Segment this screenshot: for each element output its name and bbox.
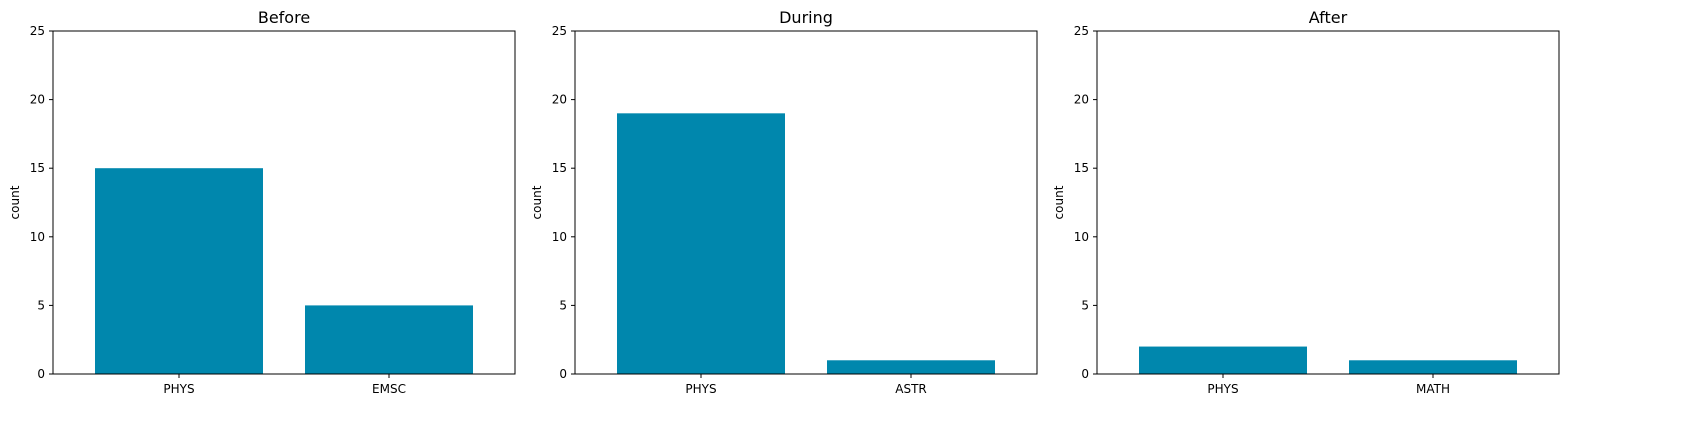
- axes-frame: [1096, 30, 1560, 375]
- chart-title: During: [779, 8, 833, 27]
- y-tick-label: 0: [1081, 367, 1089, 381]
- chart-title: After: [1309, 8, 1348, 27]
- bar: [617, 113, 785, 374]
- axes-frame: [52, 30, 516, 375]
- y-tick-label: 25: [552, 24, 567, 38]
- chart-panel-0: PHYS EMSC 0 5 10 15 20 25 Before count: [8, 8, 516, 396]
- bar: [827, 360, 995, 374]
- bar: [305, 305, 473, 374]
- bar: [95, 168, 263, 374]
- y-axis-label: count: [1052, 185, 1066, 219]
- y-axis-label: count: [8, 185, 22, 219]
- y-tick-label: 0: [37, 367, 45, 381]
- y-tick-label: 15: [552, 161, 567, 175]
- y-tick-label: 25: [30, 24, 45, 38]
- y-tick-label: 0: [559, 367, 567, 381]
- y-tick-label: 20: [552, 93, 567, 107]
- y-tick-label: 10: [552, 230, 567, 244]
- y-tick-label: 15: [1074, 161, 1089, 175]
- chart-panel-1: PHYS ASTR 0 5 10 15 20 25 During count: [530, 8, 1038, 396]
- x-tick-label: PHYS: [163, 382, 194, 396]
- bar: [1139, 346, 1307, 374]
- chart-panel-2: PHYS MATH 0 5 10 15 20 25 After count: [1052, 8, 1560, 396]
- axes-frame: [574, 30, 1038, 375]
- x-tick-label: PHYS: [685, 382, 716, 396]
- chart-title: Before: [258, 8, 310, 27]
- x-tick-label: EMSC: [372, 382, 406, 396]
- y-tick-label: 5: [37, 298, 45, 312]
- x-tick-label: ASTR: [895, 382, 927, 396]
- y-tick-label: 5: [559, 298, 567, 312]
- bar: [1349, 360, 1517, 374]
- y-tick-label: 25: [1074, 24, 1089, 38]
- x-tick-label: MATH: [1416, 382, 1450, 396]
- y-tick-label: 20: [30, 93, 45, 107]
- y-tick-label: 10: [30, 230, 45, 244]
- y-tick-label: 20: [1074, 93, 1089, 107]
- y-tick-label: 15: [30, 161, 45, 175]
- y-axis-label: count: [530, 185, 544, 219]
- y-tick-label: 5: [1081, 298, 1089, 312]
- y-tick-label: 10: [1074, 230, 1089, 244]
- x-tick-label: PHYS: [1207, 382, 1238, 396]
